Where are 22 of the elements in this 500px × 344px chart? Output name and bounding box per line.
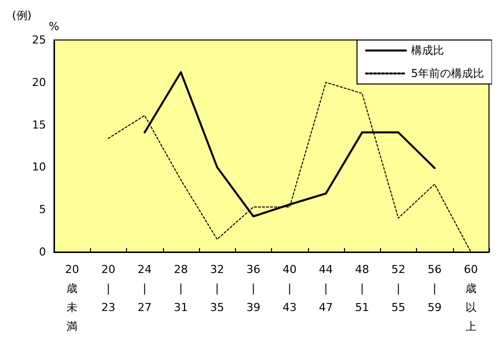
x-tick-label: 60歳以上 bbox=[464, 263, 478, 333]
x-tick-label: 32 | 35 bbox=[210, 263, 224, 314]
x-tick-label: 44 | 47 bbox=[318, 263, 333, 314]
x-tick-label: 20 | 23 bbox=[101, 263, 116, 314]
y-tick-label: 10 bbox=[32, 160, 46, 174]
x-tick-label: 40 | 43 bbox=[282, 263, 297, 314]
x-tick-label: 48 | 51 bbox=[355, 263, 370, 314]
legend-label: 構成比 bbox=[411, 44, 444, 57]
x-tick-label: 28 | 31 bbox=[174, 263, 188, 314]
x-tick-label: 36 | 39 bbox=[246, 263, 260, 314]
y-axis-title: % bbox=[48, 20, 60, 33]
x-tick-label: 24 | 27 bbox=[138, 263, 152, 314]
x-tick-label: 52 | 55 bbox=[391, 263, 406, 314]
y-tick-label: 0 bbox=[39, 246, 46, 258]
y-tick-label: 25 bbox=[32, 34, 46, 46]
x-tick-label: 20歳未満 bbox=[65, 263, 80, 333]
y-tick-label: 20 bbox=[32, 76, 46, 89]
text: (例) bbox=[12, 9, 32, 22]
legend-label: 5年前の構成比 bbox=[411, 67, 484, 80]
y-tick-label: 15 bbox=[32, 118, 46, 132]
y-tick-label: 5 bbox=[39, 203, 46, 216]
x-tick-label: 56 | 59 bbox=[428, 263, 442, 314]
